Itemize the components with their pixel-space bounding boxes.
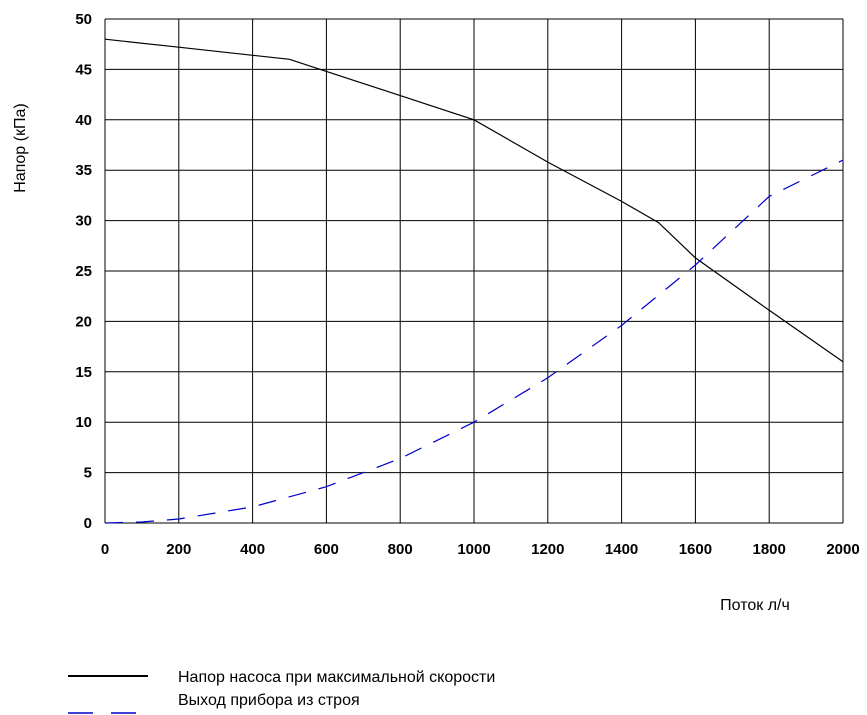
series-line-0 <box>104 38 844 363</box>
x-tick-label: 1800 <box>753 541 786 558</box>
x-tick-labels: 0 200 400 600 800 1000 1200 1400 1600 1800 2000 <box>101 541 860 558</box>
x-tick-label: 2000 <box>826 541 859 558</box>
y-tick-label: 0 <box>84 515 92 532</box>
y-tick-label: 20 <box>75 313 92 330</box>
x-tick-label: 1000 <box>457 541 490 558</box>
y-tick-label: 35 <box>75 162 92 179</box>
y-tick-label: 45 <box>75 61 92 78</box>
grid <box>104 18 844 524</box>
x-tick-label: 1400 <box>605 541 638 558</box>
y-tick-label: 40 <box>75 112 92 129</box>
x-tick-label: 600 <box>314 541 339 558</box>
y-tick-label: 30 <box>75 213 92 230</box>
y-tick-labels: 0 5 10 15 20 25 30 35 40 45 50 <box>75 11 92 532</box>
legend-label-device-failure: Выход прибора из строя <box>178 692 360 709</box>
x-tick-label: 1200 <box>531 541 564 558</box>
y-tick-label: 5 <box>84 465 92 482</box>
x-tick-label: 400 <box>240 541 265 558</box>
y-tick-label: 10 <box>75 414 92 431</box>
series-line-1 <box>104 159 844 524</box>
legend: Напор насоса при максимальной скорости В… <box>68 669 495 714</box>
legend-label-pump-head: Напор насоса при максимальной скорости <box>178 669 495 686</box>
x-tick-label: 1600 <box>679 541 712 558</box>
y-axis-label: Напор (кПа) <box>12 103 29 192</box>
x-tick-label: 0 <box>101 541 109 558</box>
y-tick-label: 25 <box>75 263 92 280</box>
x-axis-label: Поток л/ч <box>720 597 790 614</box>
y-tick-label: 15 <box>75 364 92 381</box>
series-layer <box>104 38 844 524</box>
x-tick-label: 200 <box>166 541 191 558</box>
x-tick-label: 800 <box>388 541 413 558</box>
y-tick-label: 50 <box>75 11 92 28</box>
